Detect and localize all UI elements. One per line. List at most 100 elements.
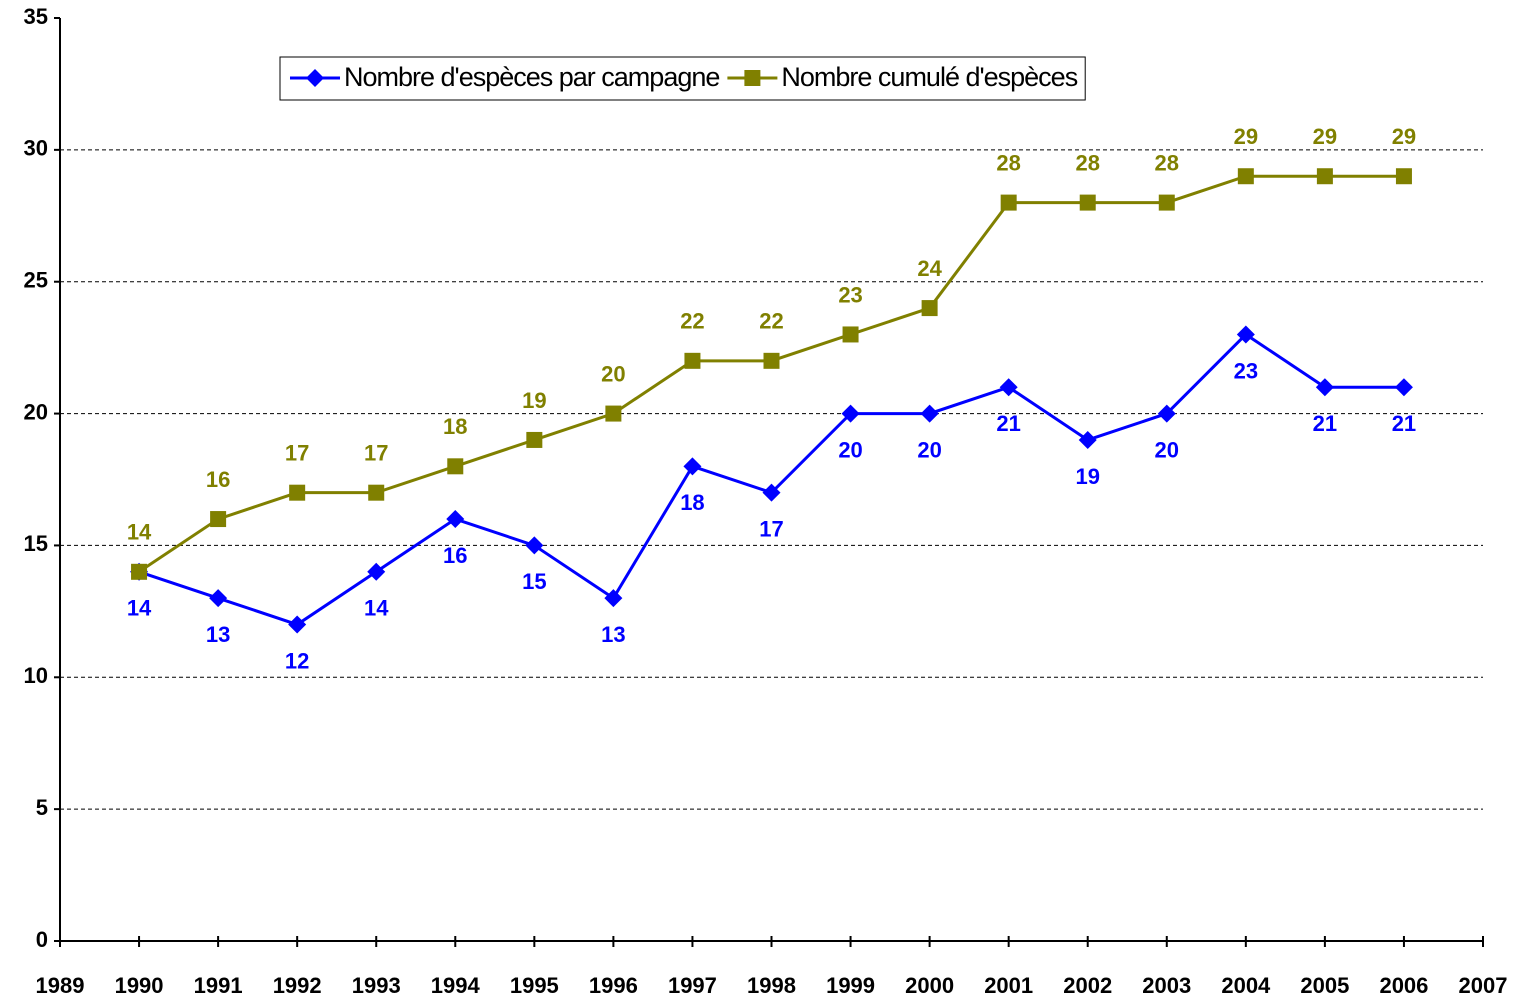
x-tick-label: 1992: [273, 973, 322, 998]
data-label: 12: [285, 648, 309, 673]
data-label: 23: [838, 282, 862, 307]
marker: [1237, 168, 1254, 185]
x-tick-label: 1998: [747, 973, 796, 998]
marker: [1158, 194, 1175, 211]
legend: Nombre d'espèces par campagne Nombre cumu…: [279, 56, 1086, 101]
data-label: 18: [680, 490, 704, 515]
marker: [1000, 194, 1017, 211]
legend-label: Nombre d'espèces par campagne: [344, 62, 719, 92]
y-tick-label: 20: [24, 399, 48, 424]
x-tick-label: 1994: [431, 973, 481, 998]
x-tick-label: 2004: [1221, 973, 1271, 998]
marker: [1395, 168, 1412, 185]
x-tick-label: 2001: [984, 973, 1033, 998]
data-label: 24: [917, 256, 942, 281]
data-label: 28: [996, 150, 1020, 175]
y-tick-label: 30: [24, 136, 48, 161]
data-label: 23: [1234, 358, 1258, 383]
marker: [288, 615, 307, 634]
data-label: 20: [601, 361, 625, 386]
data-label: 29: [1234, 124, 1258, 149]
data-label: 28: [1155, 150, 1179, 175]
data-label: 22: [680, 309, 704, 334]
marker: [1316, 168, 1333, 185]
data-label: 14: [364, 596, 389, 621]
data-label: 18: [443, 414, 467, 439]
data-label: 17: [285, 440, 309, 465]
marker: [1079, 194, 1096, 211]
marker: [842, 326, 859, 343]
legend-box: [279, 56, 1086, 101]
data-label: 13: [206, 622, 230, 647]
data-label: 14: [127, 596, 152, 621]
marker: [446, 510, 465, 529]
y-tick-label: 0: [36, 927, 48, 952]
marker: [367, 562, 386, 581]
x-tick-label: 2002: [1063, 973, 1112, 998]
series-line: [138, 174, 1404, 574]
data-label: 21: [996, 411, 1020, 436]
marker: [526, 431, 543, 448]
data-label: 28: [1075, 150, 1099, 175]
data-label: 29: [1392, 124, 1416, 149]
marker: [999, 378, 1018, 397]
data-label: 17: [364, 440, 388, 465]
marker: [447, 458, 464, 475]
x-tick-label: 2000: [905, 973, 954, 998]
y-tick-label: 10: [24, 663, 48, 688]
data-label: 20: [1155, 437, 1179, 462]
y-tick-label: 15: [24, 531, 48, 556]
data-label: 22: [759, 309, 783, 334]
marker: [684, 352, 701, 369]
x-tick-label: 1999: [826, 973, 875, 998]
marker: [1394, 378, 1413, 397]
marker: [841, 404, 860, 423]
data-label: 19: [1075, 464, 1099, 489]
x-tick-label: 2005: [1300, 973, 1349, 998]
marker: [762, 483, 781, 502]
marker: [306, 69, 324, 87]
series-line: [138, 332, 1404, 627]
marker: [131, 563, 148, 580]
marker: [1157, 404, 1176, 423]
marker: [210, 511, 227, 528]
marker: [683, 457, 702, 476]
x-tick-label: 1993: [352, 973, 401, 998]
data-label: 21: [1313, 411, 1337, 436]
data-label: 16: [443, 543, 467, 568]
data-label: 20: [917, 437, 941, 462]
data-label: 17: [759, 516, 783, 541]
marker: [1078, 430, 1097, 449]
marker: [1315, 378, 1334, 397]
marker: [744, 70, 761, 86]
marker: [604, 589, 623, 608]
marker: [921, 300, 938, 317]
x-tick-label: 1997: [668, 973, 717, 998]
x-tick-label: 2006: [1379, 973, 1428, 998]
marker: [605, 405, 622, 422]
x-tick-label: 1996: [589, 973, 638, 998]
data-label: 16: [206, 467, 230, 492]
data-label: 13: [601, 622, 625, 647]
x-tick-label: 2003: [1142, 973, 1191, 998]
data-label: 21: [1392, 411, 1416, 436]
marker: [368, 484, 385, 501]
x-tick-label: 2007: [1459, 973, 1508, 998]
marker: [763, 352, 780, 369]
legend-label: Nombre cumulé d'espèces: [781, 62, 1077, 92]
data-label: 14: [127, 520, 152, 545]
data-label: 15: [522, 569, 546, 594]
y-tick-label: 35: [24, 4, 48, 29]
y-tick-label: 5: [36, 795, 48, 820]
y-tick-label: 25: [24, 268, 48, 293]
marker: [209, 589, 228, 608]
marker: [525, 536, 544, 555]
x-tick-label: 1995: [510, 973, 559, 998]
marker: [289, 484, 306, 501]
data-label: 20: [838, 437, 862, 462]
x-tick-label: 1990: [115, 973, 164, 998]
data-label: 29: [1313, 124, 1337, 149]
data-label: 19: [522, 388, 546, 413]
marker: [1236, 325, 1255, 344]
